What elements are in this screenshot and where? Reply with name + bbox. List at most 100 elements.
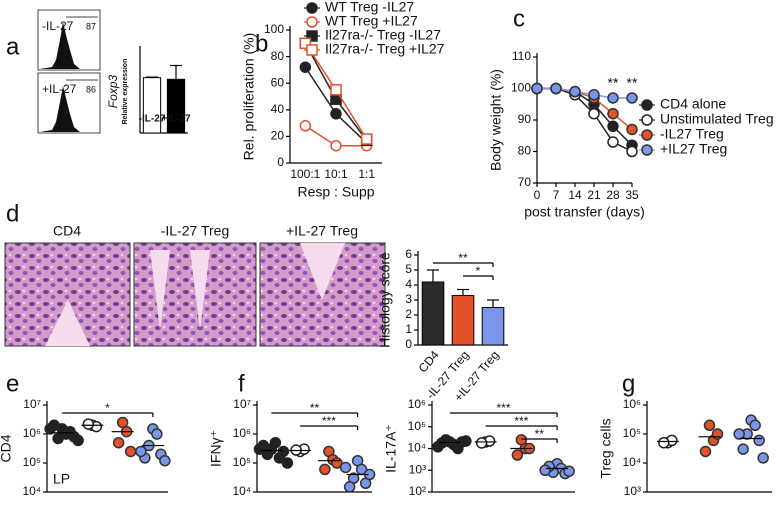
point bbox=[607, 107, 619, 120]
y-tick-label: 90 bbox=[518, 112, 532, 126]
legend-label: WT Treg +IL27 bbox=[325, 13, 418, 29]
point bbox=[569, 85, 581, 98]
point bbox=[607, 136, 619, 148]
legend-marker bbox=[306, 30, 318, 42]
x-tick-label: 21 bbox=[587, 188, 601, 202]
point bbox=[626, 123, 638, 136]
panel-letter: f bbox=[238, 370, 245, 397]
flow-label: +IL-27 bbox=[42, 82, 77, 96]
dot bbox=[269, 436, 282, 449]
legend-marker bbox=[641, 99, 653, 111]
gate-percent: 87 bbox=[86, 21, 96, 31]
significance-label: ** bbox=[535, 427, 545, 441]
y-tick-label: 10⁶ bbox=[233, 426, 251, 440]
legend-label: -IL27 Treg bbox=[660, 126, 724, 142]
dot bbox=[539, 464, 551, 476]
point bbox=[588, 107, 600, 120]
y-tick-label: 2 bbox=[405, 307, 412, 321]
point bbox=[607, 120, 619, 133]
y-axis-label: Foxp3 bbox=[106, 75, 120, 109]
y-tick-label: 10⁵ bbox=[23, 455, 41, 469]
legend-label: +IL27 Treg bbox=[660, 141, 727, 157]
significance-label: ** bbox=[310, 401, 320, 415]
legend-marker bbox=[306, 16, 318, 28]
dot bbox=[72, 434, 84, 447]
dot bbox=[737, 443, 749, 455]
significance-label: * bbox=[476, 264, 481, 278]
y-tick-label: 10³ bbox=[409, 462, 426, 476]
panel-letter: d bbox=[6, 200, 19, 227]
dot bbox=[343, 481, 356, 493]
inset-label: LP bbox=[53, 471, 70, 487]
dot bbox=[753, 434, 765, 447]
dot bbox=[475, 437, 488, 449]
bar bbox=[481, 307, 505, 346]
panel-letter: e bbox=[6, 370, 19, 397]
y-axis-label: Rel. proliferation (%) bbox=[241, 33, 257, 161]
image-label: CD4 bbox=[53, 223, 81, 239]
dot bbox=[82, 418, 95, 430]
histology-image bbox=[133, 242, 257, 347]
x-tick-label: 28 bbox=[606, 188, 620, 202]
dot bbox=[563, 465, 575, 477]
y-tick-label: 10⁵ bbox=[233, 455, 251, 469]
dot bbox=[52, 432, 64, 445]
dot bbox=[733, 428, 745, 440]
y-tick-label: 10² bbox=[409, 484, 426, 498]
y-tick-label: 5 bbox=[405, 262, 412, 276]
point bbox=[299, 61, 312, 73]
dot bbox=[757, 452, 769, 464]
gate-percent: 86 bbox=[86, 84, 96, 94]
dot bbox=[281, 457, 294, 469]
y-tick-label: 60 bbox=[271, 75, 285, 89]
y-tick-label: 10⁶ bbox=[623, 397, 641, 411]
legend-label: Il27ra-/- Treg +IL27 bbox=[325, 41, 445, 57]
point bbox=[360, 133, 373, 145]
x-axis-label: post transfer (days) bbox=[524, 204, 645, 220]
y-axis-label: Body weight (%) bbox=[488, 69, 504, 171]
significance-label: * bbox=[105, 401, 110, 415]
dot bbox=[711, 428, 724, 440]
y-axis-label: Histology score bbox=[377, 252, 393, 348]
y-tick-label: 10⁴ bbox=[22, 484, 41, 498]
point bbox=[588, 89, 600, 101]
histology-image bbox=[259, 242, 386, 347]
legend-marker bbox=[641, 144, 653, 156]
bar bbox=[451, 295, 475, 346]
dot bbox=[112, 436, 125, 449]
x-tick-label: 7 bbox=[553, 188, 560, 202]
point bbox=[531, 82, 543, 95]
x-tick-label: 100:1 bbox=[290, 167, 320, 181]
panel-letter: a bbox=[6, 33, 20, 60]
legend-marker bbox=[641, 129, 653, 141]
histology-image bbox=[4, 242, 131, 347]
y-tick-label: 10⁵ bbox=[408, 419, 426, 433]
y-tick-label: 0 bbox=[277, 155, 284, 169]
dot bbox=[460, 435, 472, 447]
bar-label: -IL-27 bbox=[139, 114, 166, 125]
y-tick-label: 0 bbox=[405, 337, 412, 351]
point bbox=[550, 82, 562, 95]
legend-marker bbox=[306, 2, 318, 14]
y-axis-label: IL-17A⁺ bbox=[383, 424, 399, 473]
y-tick-label: 3 bbox=[405, 292, 412, 306]
x-tick-label: 14 bbox=[568, 188, 582, 202]
bar bbox=[166, 78, 186, 134]
y-tick-label: 6 bbox=[405, 247, 412, 261]
dot bbox=[511, 449, 524, 461]
legend-label: Il27ra-/- Treg -IL27 bbox=[325, 27, 441, 43]
y-tick-label: 40 bbox=[271, 102, 285, 116]
x-tick-label: 35 bbox=[625, 188, 639, 202]
y-tick-label: 10⁴ bbox=[232, 484, 251, 498]
y-tick-label: 10⁴ bbox=[622, 455, 641, 469]
point bbox=[330, 108, 342, 120]
dot bbox=[658, 436, 670, 449]
legend-label: Unstimulated Treg bbox=[660, 111, 774, 127]
dot bbox=[339, 461, 352, 474]
y-axis-label: IFNγ⁺ bbox=[208, 430, 224, 467]
x-tick-label: 0 bbox=[534, 188, 541, 202]
y-tick-label: 80 bbox=[271, 49, 285, 63]
dot bbox=[277, 445, 290, 458]
y-tick-label: 10⁷ bbox=[233, 397, 251, 411]
